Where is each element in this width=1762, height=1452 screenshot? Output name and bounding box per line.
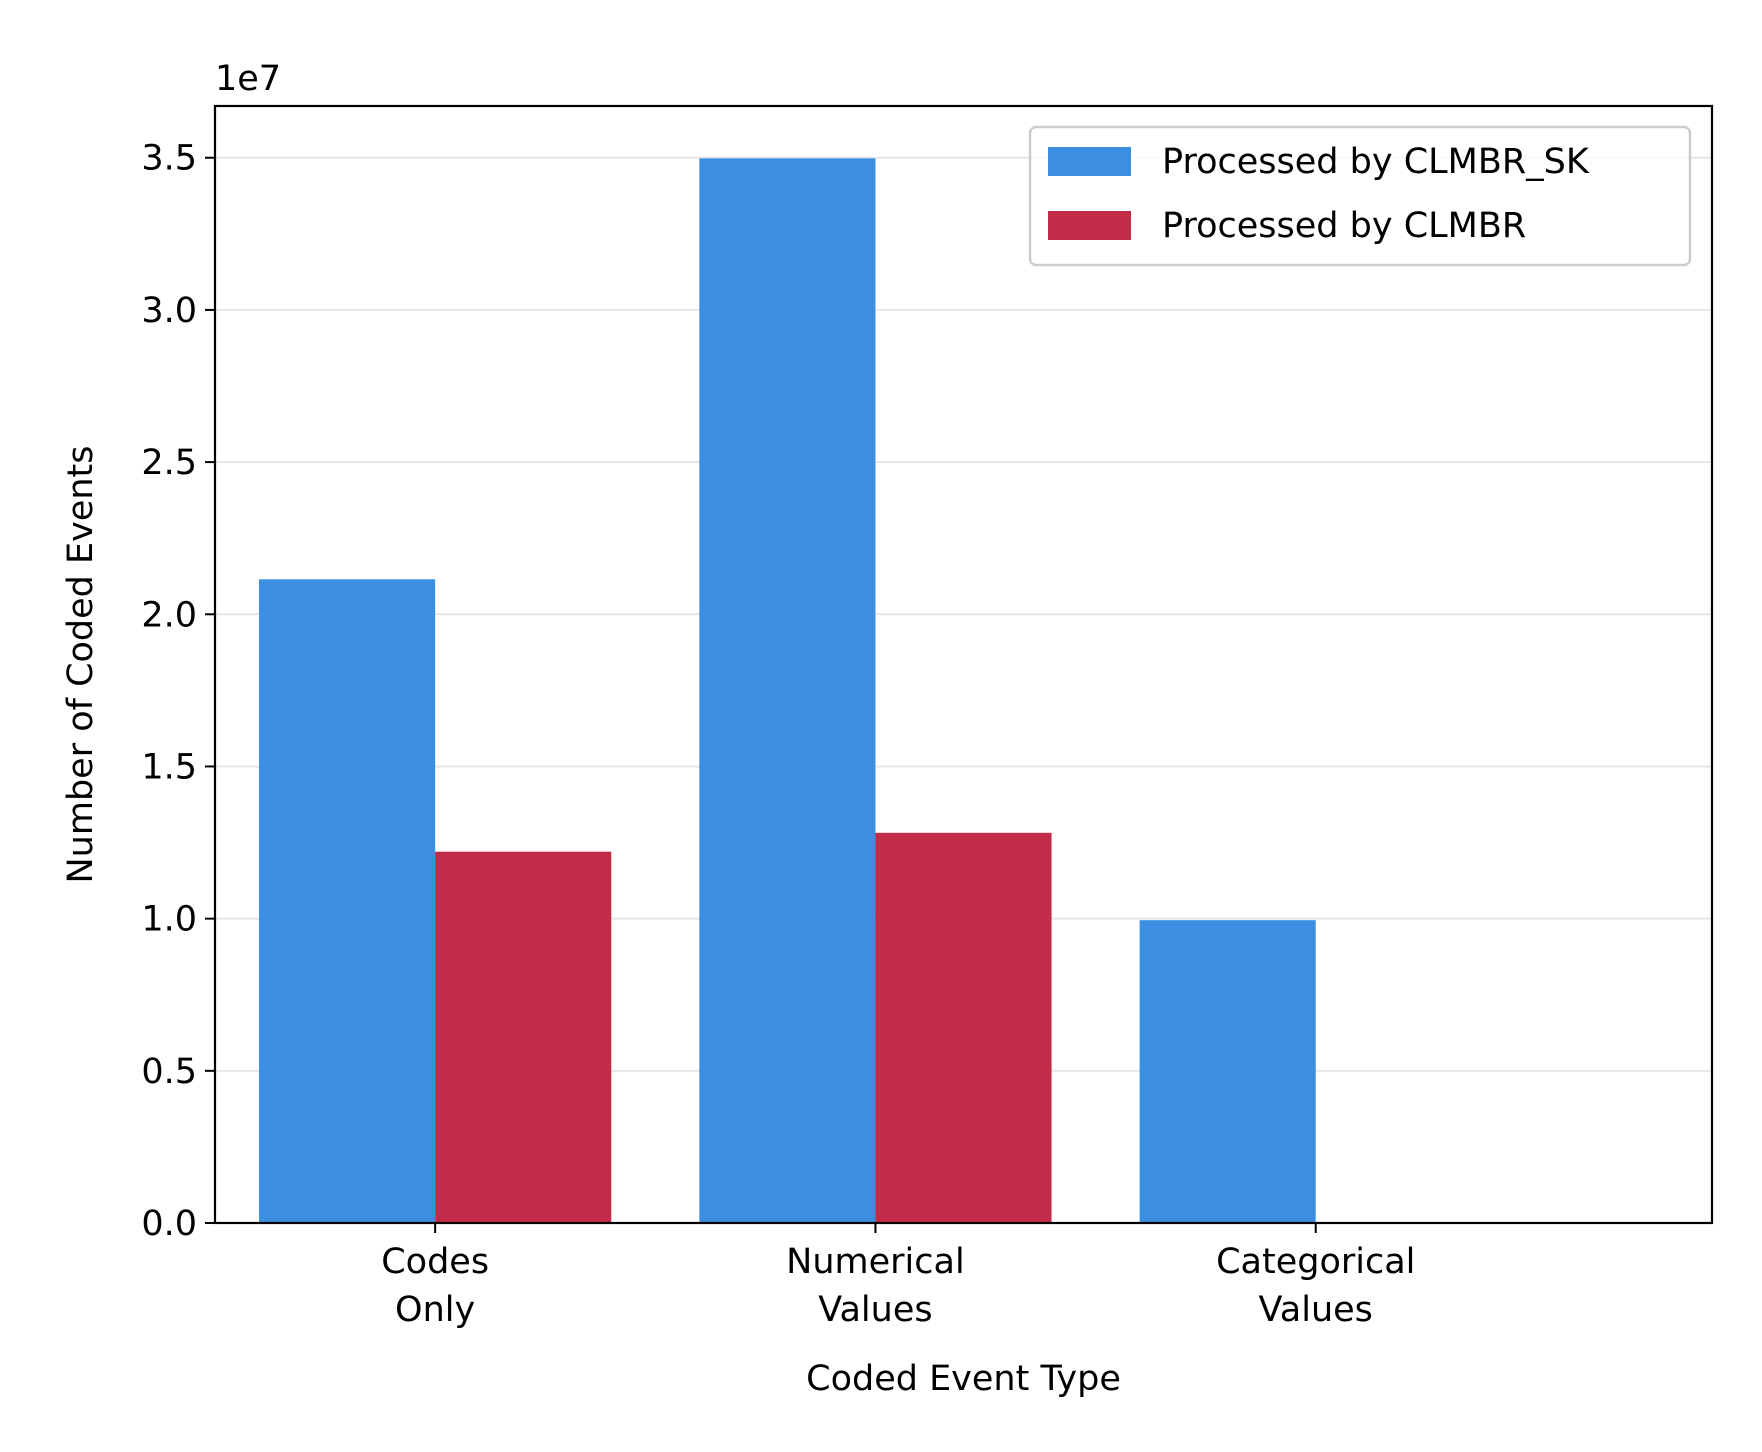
legend-frame — [1028, 125, 1692, 267]
bars — [259, 158, 1316, 1224]
legend: Processed by CLMBR_SK Processed by CLMBR — [1028, 125, 1692, 267]
y-tick-label: 0.0 — [141, 1204, 197, 1244]
y-tick-label: 0.5 — [141, 1052, 197, 1092]
x-axis-label: Coded Event Type — [806, 1359, 1121, 1399]
x-axis: Codes Only Numerical Values Categorical Value… — [381, 1223, 1415, 1330]
x-tick-label: Categorical Values — [1216, 1242, 1415, 1330]
bar — [699, 158, 876, 1224]
y-tick-label: 1.5 — [141, 747, 197, 787]
y-tick-label: 3.5 — [141, 139, 197, 179]
legend-swatch — [1048, 147, 1131, 176]
x-tick-label: Codes Only — [381, 1242, 489, 1330]
y-tick-label: 1.0 — [141, 900, 197, 940]
legend-label: Processed by CLMBR — [1162, 206, 1526, 246]
legend-swatch — [1048, 211, 1131, 240]
bar — [875, 832, 1052, 1223]
plot-frame — [213, 104, 1714, 1225]
legend-label: Processed by CLMBR_SK — [1162, 142, 1590, 182]
y-axis: 0.0 0.5 1.0 1.5 2.0 2.5 3.0 3.5 — [141, 139, 215, 1244]
bar — [1139, 920, 1316, 1223]
y-axis-offset-label: 1e7 — [215, 59, 281, 99]
bar — [259, 579, 436, 1223]
bar — [435, 851, 612, 1223]
x-tick-label: Numerical Values — [786, 1242, 965, 1330]
y-tick-label: 2.0 — [141, 595, 197, 635]
y-tick-label: 3.0 — [141, 291, 197, 331]
y-axis-label: Number of Coded Events — [61, 445, 101, 883]
y-tick-label: 2.5 — [141, 443, 197, 483]
